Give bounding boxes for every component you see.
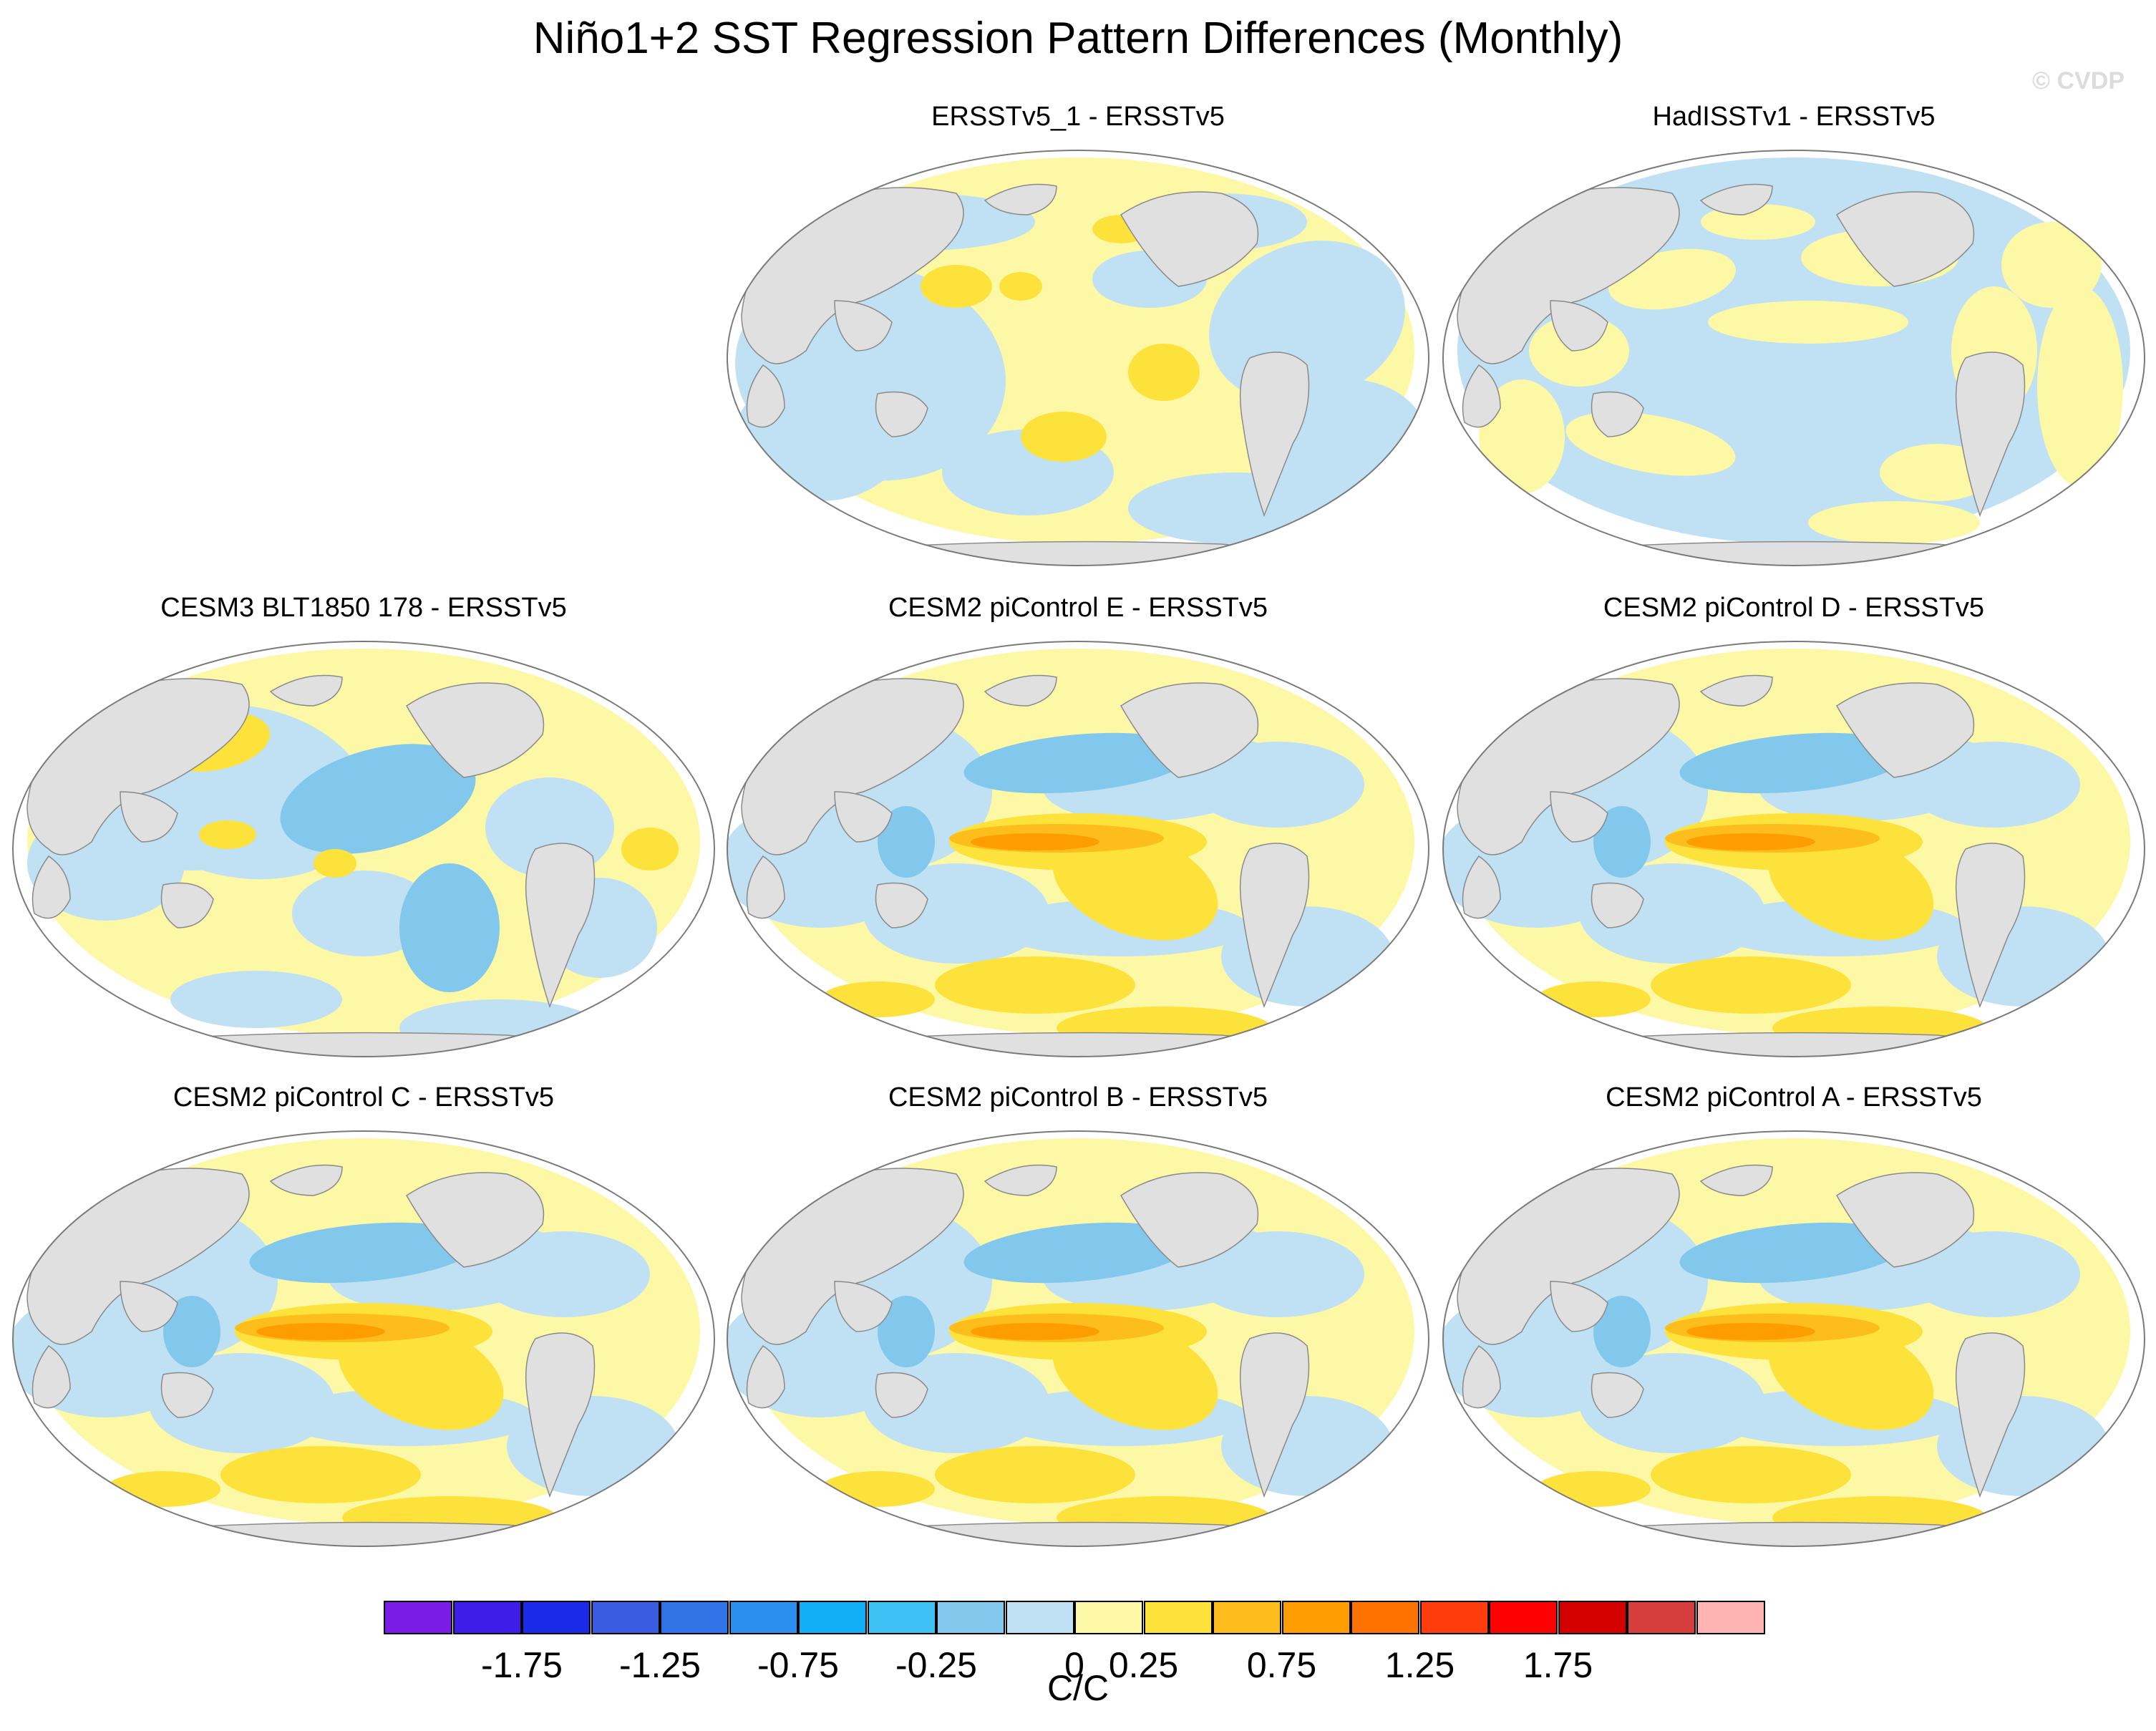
panel-title: CESM2 piControl B - ERSSTv5 (888, 1082, 1268, 1112)
world-map (12, 641, 715, 1057)
colorbar-swatch (936, 1601, 1005, 1634)
map-border (727, 641, 1429, 1057)
colorbar-swatch (1213, 1601, 1281, 1634)
map-panel: CESM3 BLT1850 178 - ERSSTv5 (6, 591, 722, 1078)
colorbar-swatch (1143, 1601, 1213, 1634)
map-border (727, 1130, 1429, 1547)
anomaly-field (727, 1138, 1414, 1546)
anomaly-field (727, 649, 1414, 1057)
world-map (727, 1130, 1429, 1547)
colorbar-swatch (1558, 1601, 1627, 1634)
panel-title: CESM2 piControl C - ERSSTv5 (173, 1082, 555, 1112)
colorbar-tick-label: 0 (1064, 1645, 1084, 1685)
map-border (1442, 150, 2145, 566)
anomaly-field (734, 157, 1429, 566)
map-border (727, 150, 1429, 566)
colorbar-swatch (1351, 1601, 1419, 1634)
colorbar-tick-label: 1.25 (1384, 1645, 1455, 1685)
panel-title: CESM3 BLT1850 178 - ERSSTv5 (160, 593, 567, 623)
colorbar-swatch (452, 1601, 522, 1634)
colorbar-tick-label: -1.75 (481, 1645, 563, 1685)
map-panel: CESM2 piControl D - ERSSTv5 (1436, 591, 2152, 1078)
world-map (1442, 150, 2145, 566)
colorbar-tick-label: 0.75 (1246, 1645, 1317, 1685)
colorbar-swatch (522, 1601, 591, 1634)
map-panel: CESM2 piControl E - ERSSTv5 (720, 591, 1436, 1078)
colorbar-swatch (1074, 1601, 1143, 1634)
colorbar-swatch (1627, 1601, 1696, 1634)
colorbar-swatch (591, 1601, 660, 1634)
panel-title: CESM2 piControl E - ERSSTv5 (888, 593, 1268, 623)
colorbar-swatch (660, 1601, 729, 1634)
map-panel: HadISSTv1 - ERSSTv5 (1436, 100, 2152, 587)
anomaly-field (1457, 157, 2130, 566)
map-border (1442, 641, 2145, 1057)
colorbar-swatch (867, 1601, 936, 1634)
world-map (727, 641, 1429, 1057)
colorbar-swatch (1489, 1601, 1558, 1634)
colorbar-swatch (1005, 1601, 1074, 1634)
colorbar-tick-label: -0.25 (895, 1645, 977, 1685)
map-panel: CESM2 piControl B - ERSSTv5 (720, 1081, 1436, 1568)
map-border (12, 641, 715, 1057)
world-map (727, 150, 1429, 566)
panel-title: CESM2 piControl D - ERSSTv5 (1603, 593, 1985, 623)
colorbar-tick-label: 0.25 (1108, 1645, 1179, 1685)
colorbar-tick-label: -0.75 (757, 1645, 839, 1685)
colorbar-tick-label: -1.25 (619, 1645, 701, 1685)
world-map (12, 1130, 715, 1547)
world-map (1442, 641, 2145, 1057)
colorbar-tick-label: 1.75 (1523, 1645, 1593, 1685)
anomaly-field (26, 649, 700, 1057)
panel-title: HadISSTv1 - ERSSTv5 (1652, 102, 1936, 132)
world-map (1442, 1130, 2145, 1547)
map-panel: CESM2 piControl C - ERSSTv5 (6, 1081, 722, 1568)
anomaly-field (13, 1138, 700, 1546)
panel-title: CESM2 piControl A - ERSSTv5 (1606, 1082, 1982, 1112)
anomaly-field (1443, 1138, 2130, 1546)
figure-title: Niño1+2 SST Regression Pattern Differenc… (533, 14, 1623, 63)
colorbar-swatch (798, 1601, 867, 1634)
map-border (1442, 1130, 2145, 1547)
map-panel: CESM2 piControl A - ERSSTv5 (1436, 1081, 2152, 1568)
colorbar-swatch (1419, 1601, 1489, 1634)
colorbar-swatch (1696, 1601, 1765, 1634)
watermark: © CVDP (2032, 67, 2125, 94)
colorbar-unit: C/C (1047, 1668, 1109, 1708)
map-border (12, 1130, 715, 1547)
colorbar-swatch (729, 1601, 798, 1634)
map-panel: ERSSTv5_1 - ERSSTv5 (720, 100, 1436, 587)
colorbar-swatch (1281, 1601, 1351, 1634)
panel-title: ERSSTv5_1 - ERSSTv5 (931, 102, 1225, 132)
colorbar-swatch (384, 1601, 452, 1634)
anomaly-field (1443, 649, 2130, 1057)
